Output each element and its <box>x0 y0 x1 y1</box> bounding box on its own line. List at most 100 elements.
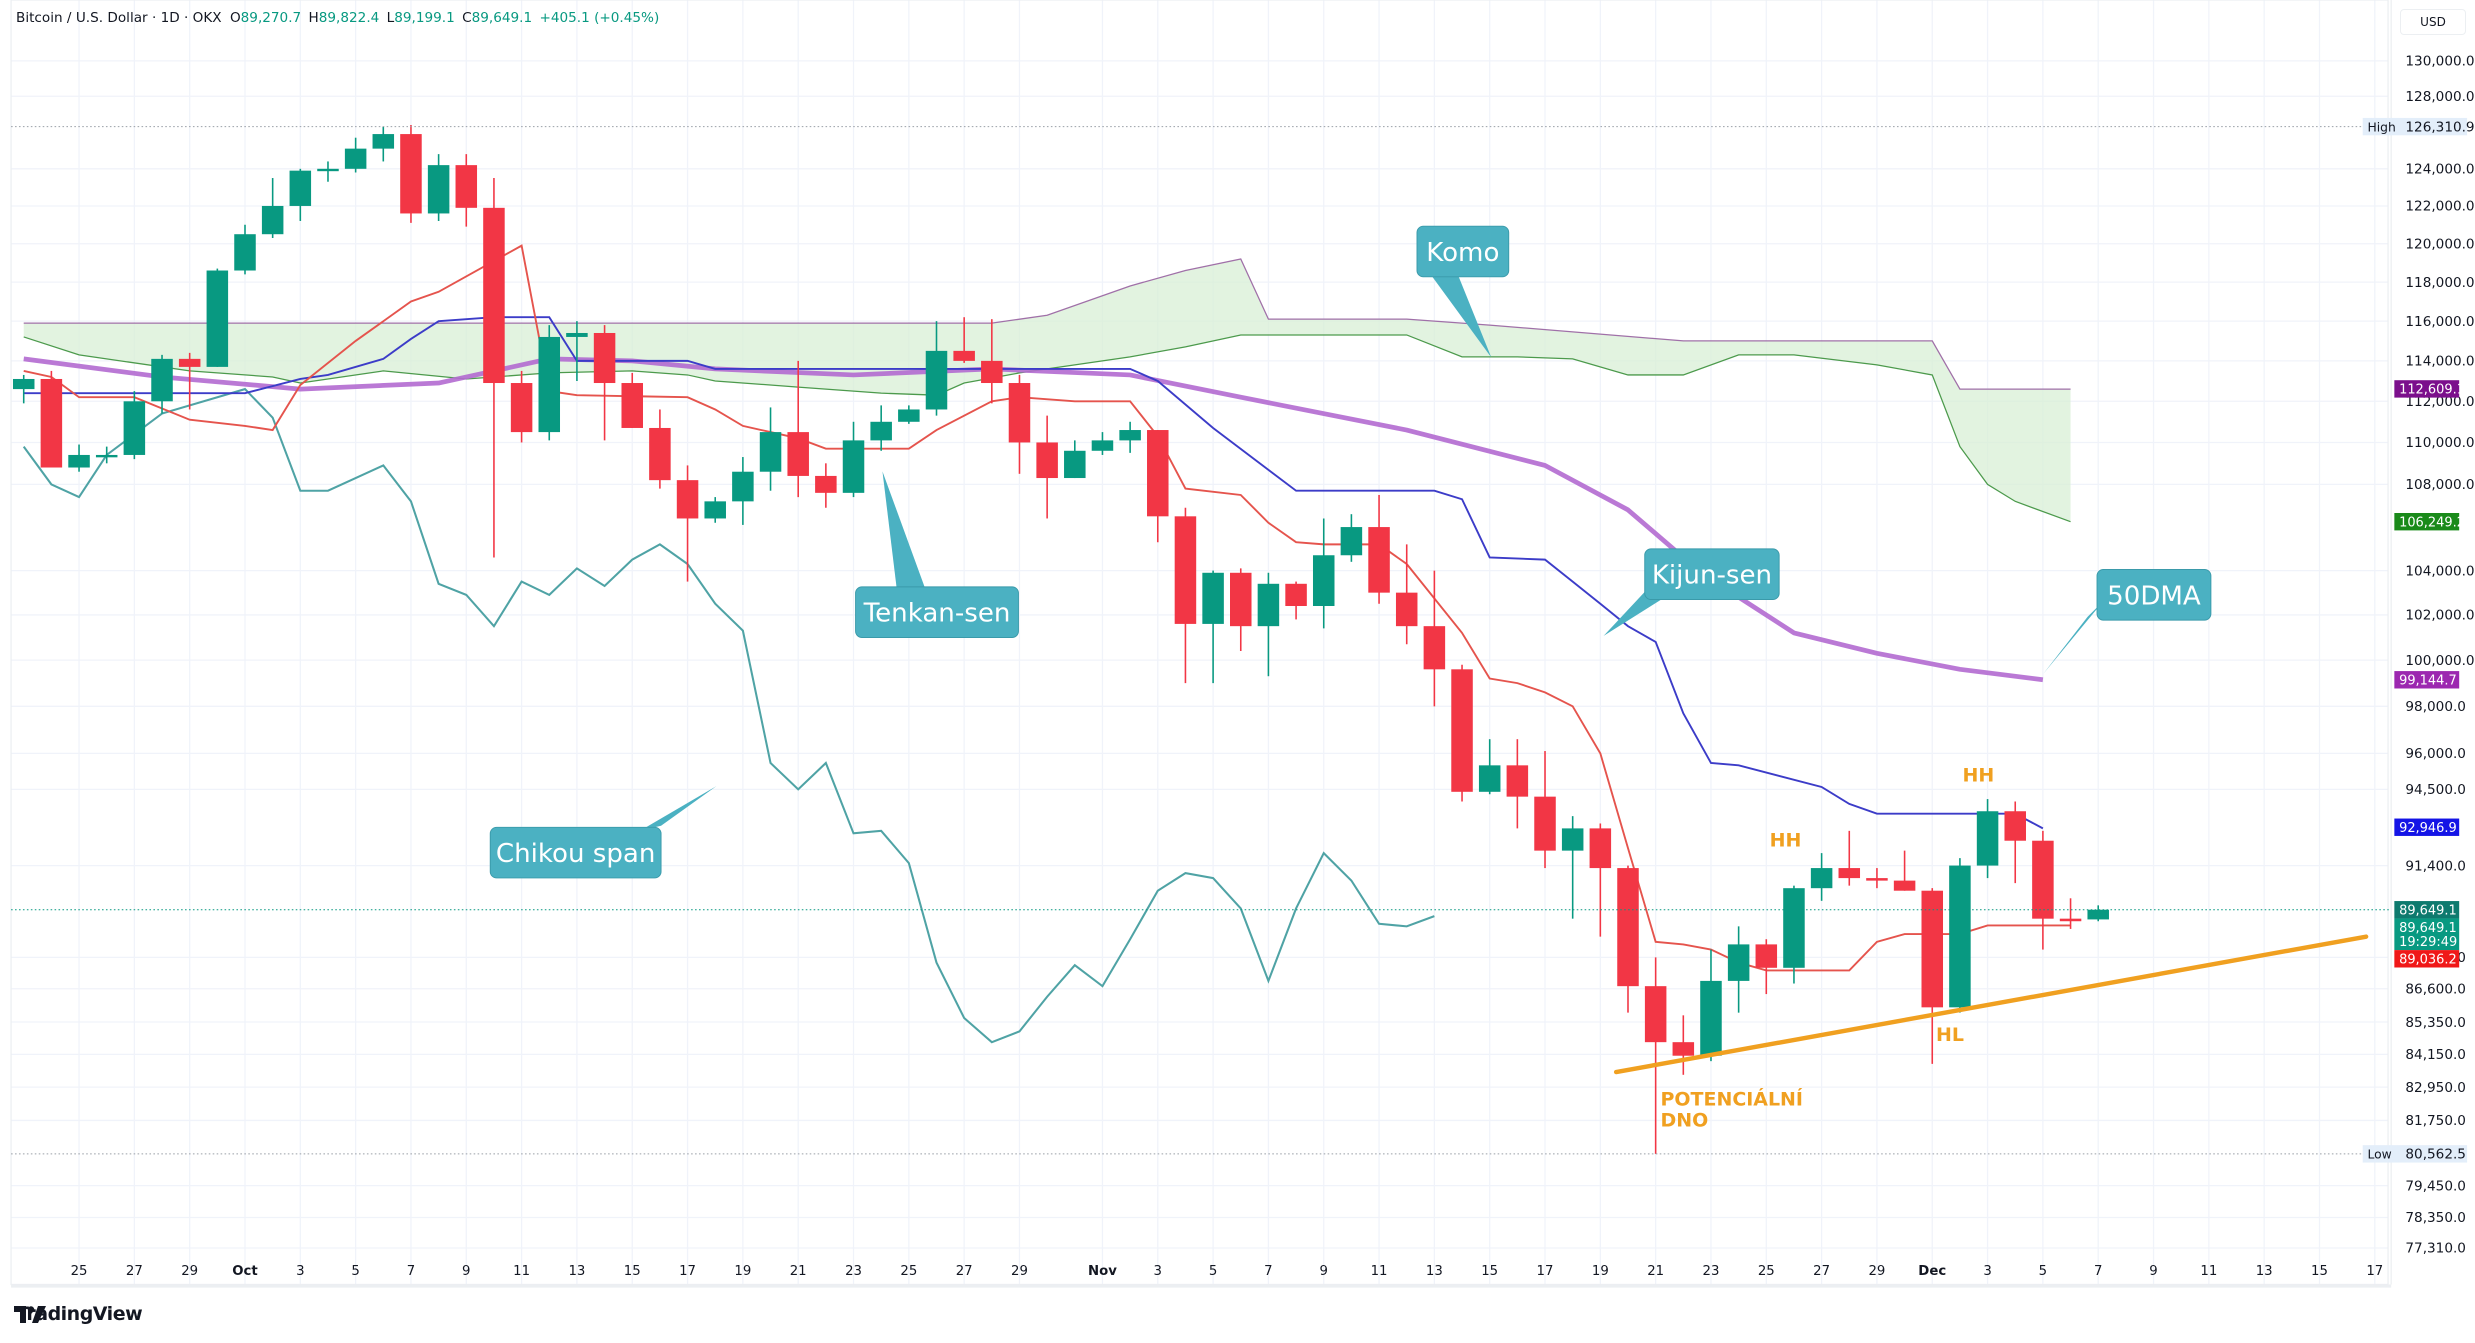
svg-text:112,609.1: 112,609.1 <box>2399 383 2465 398</box>
time-scale[interactable]: 25 27 29 Oct 3 5 7 9 11 13 15 17 19 21 23 25 27 29 Nov 3 5 7 9… <box>11 1264 2392 1288</box>
svg-text:23: 23 <box>1703 1264 1720 1279</box>
svg-text:29: 29 <box>1011 1264 1028 1279</box>
svg-text:5: 5 <box>1209 1264 1217 1279</box>
kijun-sen-line <box>23 316 2044 830</box>
symbol-title[interactable]: Bitcoin / U.S. Dollar · 1D · OKX <box>16 10 222 26</box>
candles <box>12 125 2109 1154</box>
svg-text:91,400.0: 91,400.0 <box>2405 858 2466 874</box>
svg-text:7: 7 <box>2094 1264 2102 1279</box>
currency-label: USD <box>2420 15 2446 29</box>
price-scale[interactable]: 130,000.0 128,000.0 124,000.0 122,000.0 120,… <box>2362 0 2475 1285</box>
svg-text:23: 23 <box>845 1264 862 1279</box>
svg-text:80,562.5: 80,562.5 <box>2405 1147 2466 1163</box>
svg-text:106,249.2: 106,249.2 <box>2399 515 2465 530</box>
svg-text:Chikou span: Chikou span <box>496 839 656 869</box>
svg-text:21: 21 <box>790 1264 807 1279</box>
svg-text:122,000.0: 122,000.0 <box>2405 199 2474 215</box>
svg-text:27: 27 <box>956 1264 973 1279</box>
svg-text:25: 25 <box>900 1264 917 1279</box>
chikou-span-line <box>22 387 1435 1044</box>
svg-text:128,000.0: 128,000.0 <box>2405 89 2474 105</box>
svg-text:11: 11 <box>2200 1264 2217 1279</box>
high-value: 89,822.4 <box>318 10 380 26</box>
low-value: 89,199.1 <box>394 10 455 26</box>
svg-text:13: 13 <box>1426 1264 1443 1279</box>
svg-text:19:29:49: 19:29:49 <box>2399 935 2457 950</box>
svg-text:98,000.0: 98,000.0 <box>2405 699 2466 715</box>
potential-bottom-label: POTENCIÁLNÍ <box>1661 1088 1803 1111</box>
svg-text:25: 25 <box>71 1264 88 1279</box>
svg-text:94,500.0: 94,500.0 <box>2405 782 2466 798</box>
tradingview-logo[interactable]: TradingView <box>12 1303 143 1325</box>
svg-text:15: 15 <box>1481 1264 1498 1279</box>
tradingview-logo-icon <box>14 1306 46 1323</box>
svg-text:50DMA: 50DMA <box>2107 581 2201 611</box>
svg-text:92,946.9: 92,946.9 <box>2399 821 2457 836</box>
svg-text:81,750.0: 81,750.0 <box>2405 1113 2466 1129</box>
svg-text:108,000.0: 108,000.0 <box>2405 477 2474 493</box>
svg-text:7: 7 <box>407 1264 415 1279</box>
svg-text:11: 11 <box>513 1264 530 1279</box>
chikou-span-callout[interactable]: Chikou span <box>489 786 717 879</box>
svg-text:19: 19 <box>734 1264 751 1279</box>
svg-text:Dec: Dec <box>1918 1264 1946 1279</box>
indicator-lines <box>22 244 2071 1044</box>
svg-text:114,000.0: 114,000.0 <box>2405 354 2474 370</box>
high-label: H <box>308 10 319 26</box>
ma50-callout[interactable]: 50DMA <box>2043 568 2212 674</box>
open-value: 89,270.7 <box>240 10 302 26</box>
kijun-sen-callout[interactable]: Kijun-sen <box>1603 548 1780 636</box>
hh-label-1: HH <box>1770 829 1802 851</box>
svg-text:89,036.2: 89,036.2 <box>2399 953 2457 968</box>
kumo-cloud <box>23 258 2071 523</box>
svg-text:19: 19 <box>1592 1264 1609 1279</box>
svg-text:17: 17 <box>1537 1264 1554 1279</box>
open-label: O <box>229 10 241 26</box>
hl-label: HL <box>1936 1024 1964 1046</box>
svg-text:17: 17 <box>679 1264 696 1279</box>
svg-text:104,000.0: 104,000.0 <box>2405 563 2474 579</box>
svg-text:29: 29 <box>1868 1264 1885 1279</box>
svg-text:99,144.7: 99,144.7 <box>2399 674 2457 689</box>
svg-text:120,000.0: 120,000.0 <box>2405 236 2474 252</box>
brand-name: TradingView <box>16 1303 143 1325</box>
svg-text:27: 27 <box>126 1264 143 1279</box>
svg-text:96,000.0: 96,000.0 <box>2405 746 2466 762</box>
change-value: +405.1 (+0.45%) <box>539 10 660 26</box>
close-label: C <box>462 10 472 26</box>
svg-text:13: 13 <box>2256 1264 2273 1279</box>
svg-text:3: 3 <box>1983 1264 1991 1279</box>
svg-text:15: 15 <box>2311 1264 2328 1279</box>
svg-text:124,000.0: 124,000.0 <box>2405 162 2474 178</box>
svg-text:9: 9 <box>2149 1264 2157 1279</box>
svg-text:9: 9 <box>462 1264 470 1279</box>
svg-text:27: 27 <box>1813 1264 1830 1279</box>
svg-text:84,150.0: 84,150.0 <box>2405 1047 2466 1063</box>
svg-text:5: 5 <box>2039 1264 2047 1279</box>
svg-text:126,310.9: 126,310.9 <box>2405 119 2474 135</box>
svg-text:3: 3 <box>296 1264 304 1279</box>
currency-button[interactable]: USD <box>2400 9 2466 35</box>
svg-text:13: 13 <box>568 1264 585 1279</box>
svg-text:130,000.0: 130,000.0 <box>2405 54 2474 70</box>
symbol-legend: Bitcoin / U.S. Dollar · 1D · OKX O89,270… <box>16 10 659 26</box>
hh-label-2: HH <box>1963 764 1995 786</box>
svg-text:17: 17 <box>2366 1264 2383 1279</box>
low-label: L <box>386 10 395 26</box>
svg-text:3: 3 <box>1154 1264 1162 1279</box>
tenkan-sen-callout[interactable]: Tenkan-sen <box>855 471 1019 638</box>
support-trendline <box>1613 934 2369 1075</box>
svg-text:11: 11 <box>1371 1264 1388 1279</box>
close-value: 89,649.1 <box>471 10 533 26</box>
svg-text:77,310.0: 77,310.0 <box>2405 1241 2466 1257</box>
svg-text:High: High <box>2367 120 2395 134</box>
ma50-line <box>23 356 2044 683</box>
svg-text:Low: Low <box>2367 1148 2391 1162</box>
svg-text:116,000.0: 116,000.0 <box>2405 314 2474 330</box>
svg-text:102,000.0: 102,000.0 <box>2405 608 2474 624</box>
svg-text:100,000.0: 100,000.0 <box>2405 653 2474 669</box>
svg-text:Kijun-sen: Kijun-sen <box>1652 561 1772 591</box>
svg-text:82,950.0: 82,950.0 <box>2405 1080 2466 1096</box>
